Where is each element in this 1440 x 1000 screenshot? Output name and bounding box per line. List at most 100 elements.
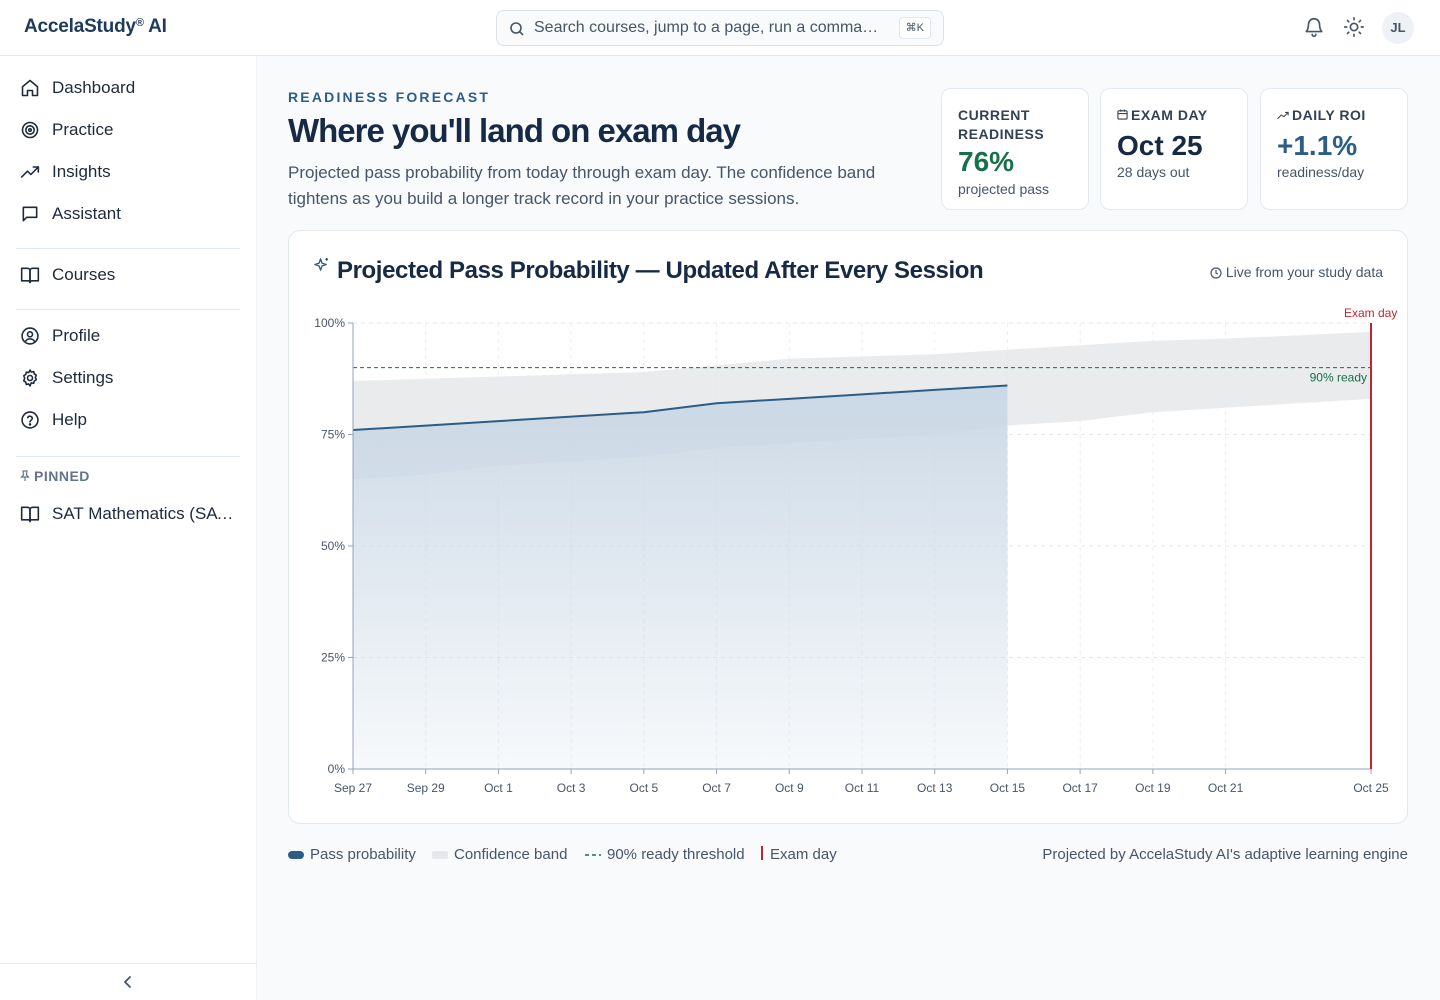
- top-bar: AccelaStudy® AI Search courses, jump to …: [0, 0, 1440, 56]
- message-square-icon: [22, 206, 38, 222]
- legend-exam-day: Exam day: [760, 846, 837, 863]
- legend-swatch-line: [288, 851, 304, 859]
- sidebar-divider: [16, 309, 240, 310]
- stat-sub: projected pass: [958, 181, 1050, 197]
- x-tick-label: Oct 9: [775, 781, 804, 795]
- search-placeholder: Search courses, jump to a page, run a co…: [534, 19, 879, 36]
- x-tick-label: Oct 3: [557, 781, 586, 795]
- x-tick-label: Oct 1: [484, 781, 513, 795]
- sidebar-item-label: Courses: [52, 265, 116, 284]
- sidebar-item-label: Settings: [52, 368, 114, 387]
- sidebar-item-profile[interactable]: Profile: [16, 317, 240, 353]
- x-tick-label: Oct 25: [1353, 781, 1389, 795]
- book-open-icon: [20, 267, 40, 284]
- x-tick-label: Oct 11: [845, 781, 880, 795]
- chart-card: Projected Pass Probability — Updated Aft…: [288, 230, 1408, 824]
- brand-suffix: AI: [148, 16, 167, 37]
- sidebar: Dashboard Practice Insights Assistant Co…: [0, 56, 257, 1000]
- y-tick-label: 75%: [321, 428, 345, 442]
- section-eyebrow: READINESS FORECAST: [288, 89, 491, 105]
- x-tick-label: Oct 13: [917, 781, 953, 795]
- pinned-course-label: SAT Mathematics (SAT Math): [52, 504, 234, 523]
- x-tick-label: Oct 15: [990, 781, 1026, 795]
- sidebar-item-label: Help: [52, 410, 87, 429]
- search-shortcut: ⌘K: [898, 17, 931, 39]
- stat-card-current-readiness: CURRENT READINESS 76% projected pass: [941, 88, 1089, 210]
- home-icon: [21, 79, 39, 97]
- chart-title: Projected Pass Probability — Updated Aft…: [337, 257, 984, 284]
- sidebar-item-practice[interactable]: Practice: [16, 111, 240, 147]
- target-icon: [21, 121, 39, 139]
- legend-swatch-band: [432, 851, 448, 859]
- brand-mark: ®: [135, 17, 144, 29]
- page-title: Where you'll land on exam day: [288, 112, 741, 149]
- trending-up-icon: [1277, 111, 1289, 119]
- sidebar-collapse-button[interactable]: [0, 963, 257, 1000]
- x-tick-label: Oct 21: [1208, 781, 1244, 795]
- pass-probability-chart: 90% ready Exam day 0% 25% 50% 75% 100% Sep 27 Se…: [314, 306, 1397, 795]
- legend-confidence-band: Confidence band: [432, 846, 567, 863]
- x-tick-label: Sep 27: [334, 781, 372, 795]
- sidebar-item-insights[interactable]: Insights: [16, 153, 240, 189]
- stat-sub: readiness/day: [1277, 164, 1365, 180]
- x-tick-label: Sep 29: [407, 781, 445, 795]
- stat-label: CURRENT READINESS: [958, 107, 1045, 142]
- brand-name: AccelaStudy: [24, 16, 136, 37]
- page-subtitle: Projected pass probability from today th…: [288, 163, 876, 208]
- sidebar-item-dashboard[interactable]: Dashboard: [16, 69, 240, 105]
- trending-up-icon: [20, 166, 40, 178]
- chevron-left-icon: [124, 976, 131, 988]
- projection-footnote: Projected by AccelaStudy AI's adaptive l…: [1042, 846, 1408, 863]
- sun-icon[interactable]: [1343, 16, 1365, 38]
- search-input[interactable]: Search courses, jump to a page, run a co…: [496, 10, 944, 46]
- sidebar-item-label: Dashboard: [52, 78, 136, 97]
- stat-value: +1.1%: [1277, 130, 1358, 161]
- live-indicator: Live from your study data: [1210, 264, 1383, 280]
- sidebar-item-courses[interactable]: Courses: [16, 256, 240, 292]
- pinned-course-item[interactable]: SAT Mathematics (SAT Math): [16, 495, 240, 531]
- stat-label: DAILY ROI: [1277, 106, 1402, 125]
- app-logo[interactable]: AccelaStudy® AI: [24, 16, 167, 38]
- y-tick-label: 50%: [321, 539, 345, 553]
- stat-sub: 28 days out: [1117, 164, 1190, 180]
- sidebar-item-assistant[interactable]: Assistant: [16, 195, 240, 231]
- pass-probability-line: [352, 384, 1008, 432]
- help-circle-icon: [21, 411, 39, 429]
- y-tick-label: 100%: [314, 316, 345, 330]
- sidebar-item-help[interactable]: Help: [16, 401, 240, 437]
- avatar[interactable]: JL: [1382, 12, 1414, 44]
- sidebar-item-settings[interactable]: Settings: [16, 359, 240, 395]
- legend-pass-probability: Pass probability: [288, 846, 416, 863]
- sidebar-divider: [16, 456, 240, 457]
- stat-value: 76%: [958, 146, 1015, 177]
- legend-threshold: 90% ready threshold: [585, 846, 745, 863]
- x-tick-label: Oct 5: [630, 781, 659, 795]
- gear-icon: [22, 369, 38, 387]
- calendar-icon: [1117, 109, 1128, 120]
- legend-swatch-threshold: [585, 854, 601, 856]
- sidebar-divider: [16, 248, 240, 249]
- sidebar-item-label: Assistant: [52, 204, 121, 223]
- legend-swatch-exam: [761, 846, 763, 860]
- pass-probability-area: [353, 385, 1008, 769]
- pin-icon: [20, 470, 30, 481]
- y-tick-label: 0%: [328, 762, 346, 776]
- exam-day-label: Exam day: [1344, 306, 1397, 320]
- stat-card-daily-roi: DAILY ROI +1.1% readiness/day: [1260, 88, 1408, 210]
- bell-icon[interactable]: [1303, 16, 1325, 38]
- y-tick-label: 25%: [321, 651, 345, 665]
- threshold-label: 90% ready: [1310, 371, 1367, 385]
- book-open-icon: [20, 506, 40, 523]
- stat-card-exam-day: EXAM DAY Oct 25 28 days out: [1100, 88, 1248, 210]
- sidebar-item-label: Profile: [52, 326, 101, 345]
- sidebar-item-label: Insights: [52, 162, 111, 181]
- x-tick-label: Oct 7: [702, 781, 731, 795]
- pinned-heading: PINNED: [20, 468, 90, 484]
- user-circle-icon: [21, 327, 39, 345]
- x-tick-label: Oct 17: [1062, 781, 1098, 795]
- clock-icon: [1210, 267, 1222, 279]
- x-tick-label: Oct 19: [1135, 781, 1171, 795]
- stat-value: Oct 25: [1117, 130, 1203, 161]
- sparkle-icon: [314, 257, 329, 271]
- stat-label: EXAM DAY: [1117, 106, 1242, 125]
